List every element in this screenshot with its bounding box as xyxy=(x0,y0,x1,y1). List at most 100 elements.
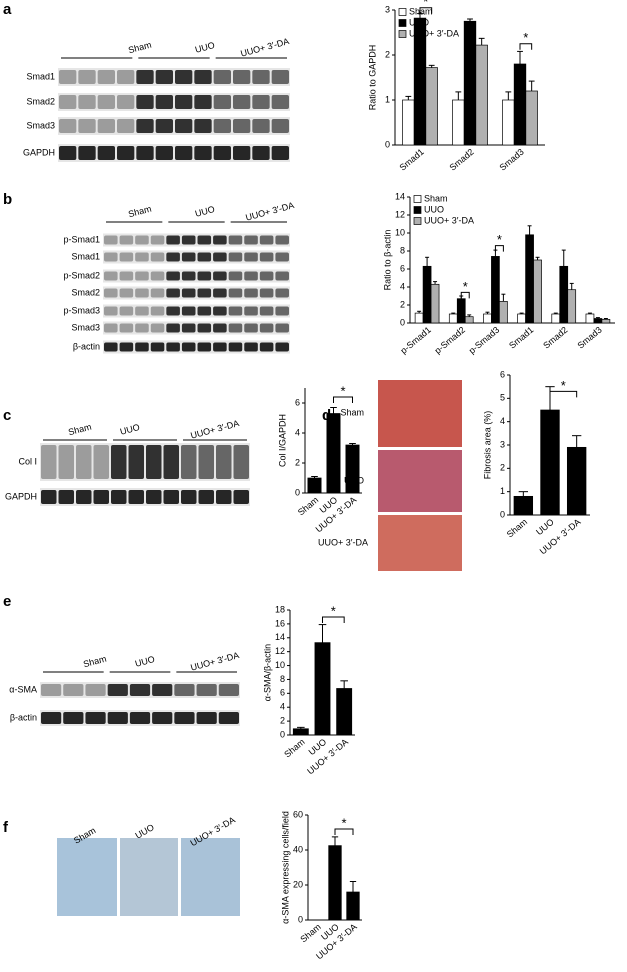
y-axis-label: Ratio to GAPDH xyxy=(367,45,377,111)
blot-band xyxy=(150,288,165,298)
y-tick-label: 12 xyxy=(275,646,285,656)
y-tick-label: 40 xyxy=(293,844,303,854)
blot-band xyxy=(197,252,212,262)
blot-band xyxy=(59,119,77,133)
legend-label: UUO xyxy=(409,17,429,27)
blot-row xyxy=(103,286,290,300)
bar xyxy=(345,444,360,494)
bar xyxy=(422,265,432,324)
blot-band xyxy=(41,445,57,479)
blot-band xyxy=(275,271,289,281)
y-tick-label: 0 xyxy=(298,914,303,924)
micrograph xyxy=(378,515,462,571)
blot-band xyxy=(104,342,118,352)
blot-band xyxy=(197,288,212,298)
blot-band xyxy=(197,306,212,316)
blot-band xyxy=(85,712,106,724)
blot-band xyxy=(129,684,151,696)
blot-band xyxy=(244,342,258,352)
blot-band xyxy=(58,445,74,479)
micrograph xyxy=(378,380,462,447)
legend-swatch xyxy=(413,217,422,225)
bar xyxy=(475,44,488,146)
blot-band xyxy=(181,271,196,281)
blot-band xyxy=(213,70,231,84)
x-tick-label: p-Smad1 xyxy=(398,325,432,356)
blot-band xyxy=(135,306,149,316)
y-tick-label: 6 xyxy=(295,397,300,407)
blot-band xyxy=(213,323,227,333)
blot-band xyxy=(152,712,173,724)
blot-band xyxy=(128,490,144,504)
legend-label: Sham xyxy=(424,193,448,203)
blot-band xyxy=(213,119,231,133)
blot-band xyxy=(233,95,251,109)
blot-band xyxy=(111,445,127,479)
blot-band xyxy=(216,490,232,504)
blot-band xyxy=(244,271,258,281)
blot-band xyxy=(197,342,212,352)
bar xyxy=(314,642,331,736)
blot-band xyxy=(275,235,289,245)
y-tick-label: 2 xyxy=(400,299,405,309)
blot-band xyxy=(119,288,134,298)
blot-band xyxy=(119,323,134,333)
blot-row xyxy=(103,321,290,335)
blot-band xyxy=(213,235,227,245)
blot-band xyxy=(104,288,118,298)
y-tick-label: 4 xyxy=(295,427,300,437)
blot-band xyxy=(150,306,165,316)
blot-band xyxy=(111,490,127,504)
blot-band xyxy=(175,146,193,160)
blot-band xyxy=(197,323,212,333)
blot-band xyxy=(97,70,115,84)
blot-row-label: Smad1 xyxy=(71,251,100,261)
blot-band xyxy=(119,235,134,245)
significance-label: * xyxy=(523,30,528,45)
blot-band xyxy=(117,95,135,109)
blot-band xyxy=(163,490,179,504)
y-tick-label: 5 xyxy=(500,393,505,403)
group-label: UUO+ 3′-DA xyxy=(239,36,290,59)
micrograph xyxy=(181,838,240,916)
blot-band xyxy=(252,119,270,133)
blot-band xyxy=(275,288,289,298)
significance-label: * xyxy=(497,232,502,247)
blot-band xyxy=(117,119,135,133)
bar xyxy=(559,265,569,324)
blot-band xyxy=(135,252,149,262)
y-axis-label: α-SMA/β-actin xyxy=(262,644,272,701)
blot-band xyxy=(119,252,134,262)
significance-bracket xyxy=(494,245,504,252)
blot-band xyxy=(275,306,289,316)
group-label: Sham xyxy=(127,204,152,220)
blot-band xyxy=(78,119,96,133)
blot-band xyxy=(233,119,251,133)
y-tick-label: 10 xyxy=(275,660,285,670)
legend-label: Sham xyxy=(409,6,433,16)
y-tick-label: 3 xyxy=(500,439,505,449)
panel-letter: b xyxy=(3,191,12,208)
blot-band xyxy=(41,712,62,724)
bar xyxy=(513,495,534,516)
bar xyxy=(292,728,309,736)
bar xyxy=(551,313,561,324)
group-label: UUO+ 3′-DA xyxy=(189,418,240,441)
blot-band xyxy=(213,342,227,352)
y-tick-label: 6 xyxy=(500,369,505,379)
blot-band xyxy=(218,712,239,724)
blot-row xyxy=(58,144,290,162)
group-label: Sham xyxy=(127,40,152,56)
panel-letter: f xyxy=(3,819,9,836)
y-tick-label: 0 xyxy=(385,139,390,149)
blot-band xyxy=(104,252,118,262)
blot-band xyxy=(146,490,162,504)
blot-band xyxy=(228,323,243,333)
blot-band xyxy=(135,235,149,245)
y-tick-label: 18 xyxy=(275,604,285,614)
y-tick-label: 1 xyxy=(385,94,390,104)
blot-band xyxy=(175,119,193,133)
group-label: UUO xyxy=(194,204,216,219)
blot-band xyxy=(104,271,118,281)
